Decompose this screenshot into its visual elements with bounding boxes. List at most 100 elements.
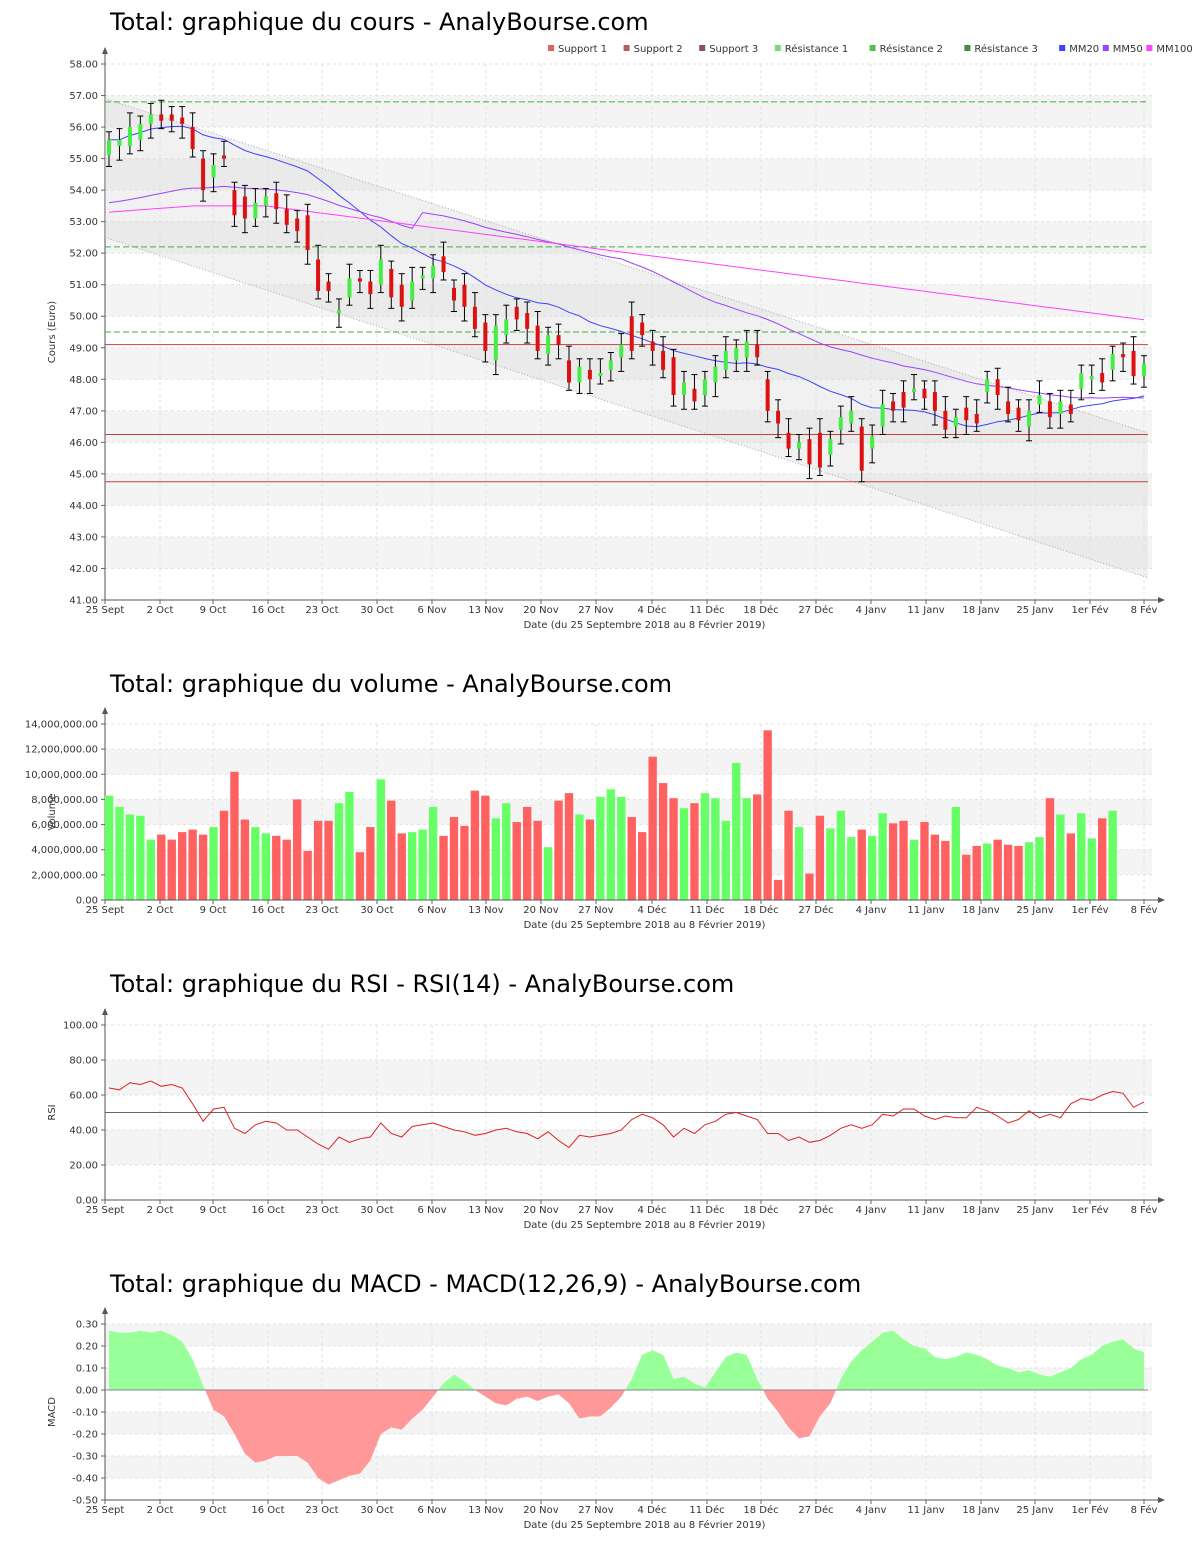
- x-tick-label: 1er Fév: [1071, 1204, 1108, 1216]
- x-tick-label: 8 Fév: [1131, 1504, 1158, 1516]
- legend-swatch: [623, 45, 630, 51]
- x-tick-label: 8 Fév: [1131, 1204, 1158, 1216]
- x-tick-label: 11 Janv: [907, 1205, 944, 1216]
- candle-up: [734, 347, 739, 361]
- volume-bar-down: [669, 798, 678, 900]
- x-tick-label: 18 Janv: [962, 605, 999, 616]
- macd-area-negative: [205, 1390, 439, 1485]
- candle-up: [253, 202, 258, 219]
- candle-up: [410, 281, 415, 301]
- x-tick-label: 2 Oct: [147, 905, 174, 916]
- y-tick-label: 44.00: [69, 501, 98, 512]
- volume-bar-up: [251, 827, 260, 900]
- volume-bar-down: [993, 839, 1002, 900]
- macd-area-positive: [438, 1374, 475, 1390]
- x-tick-label: 9 Oct: [200, 605, 227, 616]
- candle-up: [744, 341, 749, 358]
- grid-band: [105, 95, 1152, 128]
- candle-down: [295, 218, 300, 232]
- y-axis-title: MACD: [47, 1397, 58, 1427]
- volume-bar-down: [293, 799, 302, 900]
- x-tick-label: 27 Déc: [798, 1504, 833, 1516]
- y-tick-label: 50.00: [69, 312, 98, 323]
- x-tick-label: 6 Nov: [417, 1505, 446, 1516]
- x-tick-label: 25 Sept: [86, 1505, 125, 1516]
- rsi-line: [108, 1080, 1145, 1150]
- candle-down: [274, 193, 279, 210]
- candle-up: [723, 350, 728, 370]
- volume-bar-down: [272, 835, 281, 900]
- candle-down: [964, 407, 969, 421]
- volume-bar-up: [345, 791, 354, 900]
- volume-bar-up: [1024, 842, 1034, 900]
- volume-bar-down: [962, 854, 971, 900]
- moving-average-mm20: [109, 125, 1145, 428]
- y-tick-label: 6,000,000.00: [31, 820, 98, 831]
- legend-swatch: [548, 45, 554, 51]
- macd-area-positive: [836, 1330, 1144, 1390]
- y-tick-label: 0.00: [76, 896, 98, 907]
- x-tick-label: 27 Nov: [578, 1205, 614, 1216]
- volume-bar-up: [868, 835, 877, 900]
- candle-up: [828, 439, 833, 455]
- y-tick-label: 2,000,000.00: [31, 870, 98, 881]
- y-tick-label: 0.10: [76, 1364, 98, 1375]
- volume-bar-down: [930, 834, 940, 900]
- legend-label: MM100: [1156, 44, 1192, 55]
- legend-swatch: [869, 45, 876, 51]
- candle-up: [1089, 376, 1094, 380]
- rsi-chart: 0.00 20.00 40.00 60.00 80.00 100.00 RSI 25 Sept…: [47, 1008, 1165, 1231]
- y-tick-label: 60.00: [69, 1091, 98, 1102]
- volume-bar-up: [742, 798, 751, 900]
- x-tick-label: 4 Janv: [856, 905, 887, 916]
- candle-down: [807, 439, 812, 465]
- y-tick-label: 8,000,000.00: [31, 795, 98, 806]
- candle-down: [671, 357, 676, 396]
- volume-bar-down: [564, 793, 574, 900]
- legend-label: Support 1: [558, 44, 607, 55]
- x-tick-label: 27 Nov: [578, 605, 614, 616]
- volume-bar-up: [909, 839, 919, 900]
- y-tick-label: 40.00: [69, 1126, 98, 1137]
- x-tick-label: 4 Janv: [856, 605, 887, 616]
- x-axis-arrow: [1158, 597, 1165, 603]
- volume-bar-up: [491, 818, 500, 900]
- x-tick-label: 20 Nov: [523, 1205, 559, 1216]
- grid-band: [105, 536, 1152, 569]
- x-tick-label: 13 Nov: [468, 1205, 504, 1216]
- grid-band: [105, 1060, 1152, 1095]
- y-axis-title: RSI: [47, 1104, 58, 1120]
- y-axis-title: Cours (Euro): [47, 301, 58, 364]
- candle-down: [190, 127, 195, 150]
- volume-bar-down: [805, 873, 814, 900]
- volume-bar-up: [146, 839, 155, 900]
- x-tick-label: 20 Nov: [523, 905, 559, 916]
- candle-down: [316, 259, 321, 292]
- volume-bar-up: [700, 793, 710, 900]
- volume-bar-down: [899, 820, 908, 900]
- x-tick-label: 8 Fév: [1131, 604, 1158, 616]
- y-tick-label: 49.00: [69, 343, 98, 354]
- macd-chart-title: Total: graphique du MACD - MACD(12,26,9)…: [110, 1270, 862, 1298]
- candle-down: [1047, 401, 1052, 418]
- volume-bar-down: [157, 834, 166, 900]
- volume-bar-down: [1014, 845, 1023, 900]
- volume-bar-down: [585, 819, 595, 900]
- volume-bar-down: [1045, 798, 1055, 900]
- candle-down: [305, 215, 310, 251]
- price-chart-panel: Total: graphique du cours - AnalyBourse.…: [0, 0, 1200, 650]
- y-axis-arrow: [102, 707, 108, 714]
- volume-bar-down: [449, 817, 459, 900]
- volume-bar-down: [512, 822, 521, 900]
- volume-bar-down: [784, 810, 793, 900]
- y-tick-label: -0.40: [72, 1474, 98, 1485]
- candle-up: [1110, 354, 1115, 370]
- x-tick-label: 11 Déc: [689, 904, 724, 916]
- volume-bar-up: [104, 795, 114, 900]
- candle-up: [849, 410, 854, 424]
- volume-bar-up: [1035, 837, 1044, 900]
- y-axis-arrow: [102, 1008, 108, 1015]
- x-tick-label: 30 Oct: [360, 605, 393, 616]
- candle-up: [431, 265, 436, 279]
- legend-swatch: [1059, 45, 1066, 51]
